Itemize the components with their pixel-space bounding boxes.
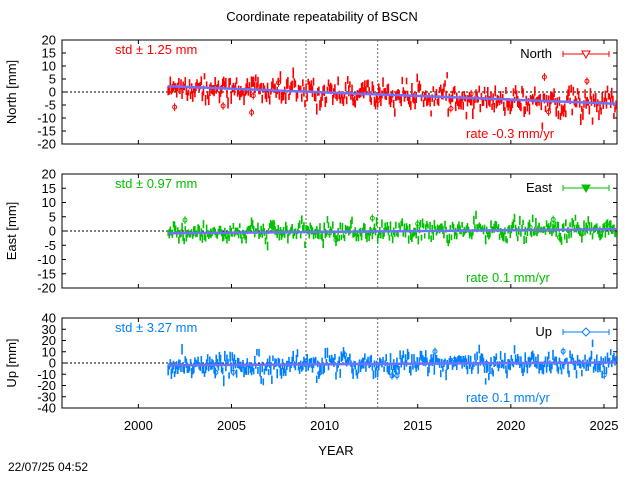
y-tick-label: 30 <box>42 322 56 337</box>
outlier-marker <box>415 221 421 227</box>
y-tick-label: 0 <box>49 224 56 239</box>
y-tick-label: -20 <box>37 281 56 296</box>
outlier-marker <box>317 370 323 376</box>
y-tick-label: 5 <box>49 72 56 87</box>
rate-label: rate 0.1 mm/yr <box>466 390 550 405</box>
outlier-marker <box>250 93 256 99</box>
legend-label: East <box>526 180 552 195</box>
y-tick-label: -20 <box>37 137 56 152</box>
legend-label: North <box>520 46 552 61</box>
outlier-marker <box>249 110 255 116</box>
legend: East <box>526 180 610 195</box>
y-tick-label: -10 <box>37 252 56 267</box>
chart-title: Coordinate repeatability of BSCN <box>226 9 418 24</box>
outlier-marker <box>350 94 356 100</box>
outlier-marker <box>369 215 375 221</box>
trend-line <box>168 228 617 235</box>
std-label: std ± 0.97 mm <box>115 176 197 191</box>
y-tick-label: 15 <box>42 46 56 61</box>
outlier-marker <box>230 369 236 375</box>
outlier-marker <box>333 237 339 243</box>
std-label: std ± 3.27 mm <box>115 320 197 335</box>
y-axis-label: Up [mm] <box>4 338 19 387</box>
outlier-marker <box>270 221 276 227</box>
outlier-marker <box>550 216 556 222</box>
outlier-marker <box>389 373 395 379</box>
x-tick-label: 2015 <box>403 418 432 433</box>
outlier-marker <box>342 352 348 358</box>
legend: North <box>520 46 610 61</box>
trend-line <box>168 85 617 105</box>
y-tick-label: 10 <box>42 344 56 359</box>
rate-label: rate -0.3 mm/yr <box>466 126 555 141</box>
rate-label: rate 0.1 mm/yr <box>466 270 550 285</box>
y-tick-label: -40 <box>37 401 56 416</box>
data-points <box>167 67 617 129</box>
outlier-marker <box>420 356 426 362</box>
y-tick-label: 0 <box>49 356 56 371</box>
y-tick-label: -20 <box>37 378 56 393</box>
outlier-marker <box>603 221 609 227</box>
outlier-marker <box>182 217 188 223</box>
y-axis-label: East [mm] <box>4 202 19 261</box>
outlier-marker <box>468 91 474 97</box>
outlier-marker <box>276 80 282 86</box>
outlier-marker <box>394 373 400 379</box>
legend-marker <box>581 327 591 337</box>
y-tick-label: 10 <box>42 59 56 74</box>
y-tick-label: -15 <box>37 266 56 281</box>
x-tick-label: 2025 <box>590 418 619 433</box>
outlier-marker <box>448 105 454 111</box>
x-tick-label: 2005 <box>217 418 246 433</box>
x-tick-label: 2000 <box>124 418 153 433</box>
y-axis-label: North [mm] <box>4 60 19 124</box>
y-tick-label: 40 <box>42 311 56 326</box>
y-tick-label: 20 <box>42 33 56 48</box>
legend-marker <box>581 50 591 60</box>
outlier-marker <box>375 97 381 103</box>
outlier-marker <box>546 109 552 115</box>
y-tick-label: 20 <box>42 167 56 182</box>
y-tick-label: 5 <box>49 209 56 224</box>
x-axis-label: YEAR <box>318 443 353 458</box>
outlier-marker <box>541 74 547 80</box>
x-tick-label: 2020 <box>496 418 525 433</box>
y-tick-label: -10 <box>37 111 56 126</box>
trend-line <box>168 361 617 367</box>
x-tick-label: 2010 <box>310 418 339 433</box>
legend-label: Up <box>535 324 552 339</box>
y-tick-label: 0 <box>49 85 56 100</box>
outlier-marker <box>213 369 219 375</box>
legend-marker <box>581 184 591 194</box>
outlier-marker <box>432 348 438 354</box>
y-tick-label: -10 <box>37 367 56 382</box>
legend: Up <box>535 324 610 339</box>
y-tick-label: 10 <box>42 195 56 210</box>
y-tick-label: 15 <box>42 181 56 196</box>
y-tick-label: -30 <box>37 389 56 404</box>
std-label: std ± 1.25 mm <box>115 42 197 57</box>
outlier-marker <box>172 104 178 110</box>
outlier-marker <box>584 78 590 84</box>
x-axis: 2000 2005 2010 2015 2020 2025 <box>124 418 619 433</box>
timestamp: 22/07/25 04:52 <box>8 460 89 474</box>
outlier-marker <box>601 372 607 378</box>
y-tick-label: 20 <box>42 333 56 348</box>
y-tick-label: -15 <box>37 124 56 139</box>
outlier-marker <box>452 357 458 363</box>
y-tick-label: -5 <box>44 238 56 253</box>
outlier-marker <box>560 348 566 354</box>
outlier-marker <box>220 103 226 109</box>
outlier-marker <box>556 234 562 240</box>
y-tick-label: -5 <box>44 98 56 113</box>
